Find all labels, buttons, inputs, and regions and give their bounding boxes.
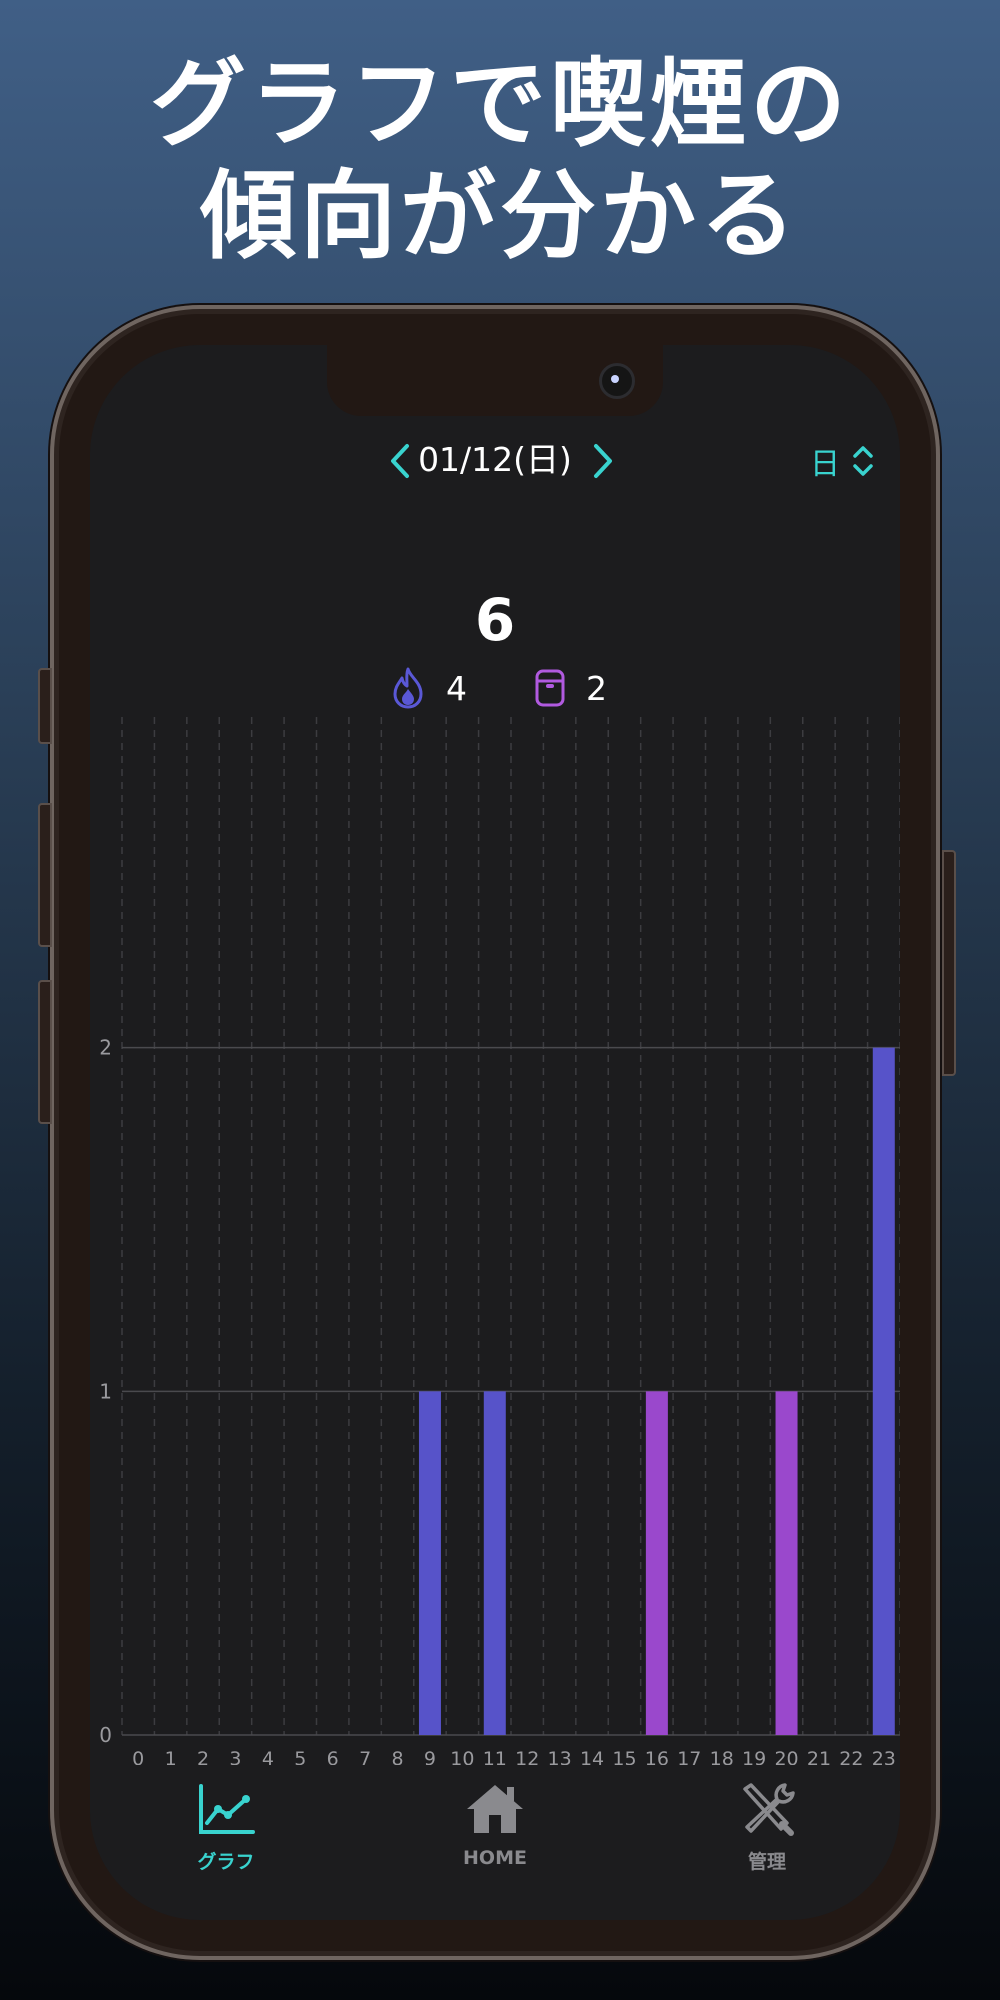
x-tick-label: 6 (327, 1748, 339, 1765)
tab-graph[interactable]: グラフ (146, 1775, 306, 1895)
bar-hour-11-series-0 (483, 1391, 506, 1735)
bar-hour-9-series-0 (418, 1391, 441, 1735)
tab-manage[interactable]: 管理 (687, 1775, 847, 1895)
y-tick-label: 3 (99, 715, 112, 716)
x-tick-label: 9 (424, 1748, 436, 1765)
x-tick-label: 17 (677, 1748, 701, 1765)
y-tick-label: 1 (99, 1379, 112, 1403)
chevron-right-icon (594, 444, 612, 478)
tab-home-label: HOME (463, 1847, 527, 1869)
bar-hour-23-series-0 (872, 1047, 895, 1735)
prev-date-button[interactable] (380, 437, 420, 485)
x-tick-label: 3 (229, 1748, 241, 1765)
x-tick-label: 0 (132, 1748, 144, 1765)
y-tick-label: 2 (99, 1036, 112, 1060)
y-tick-label: 0 (99, 1723, 112, 1747)
x-tick-label: 22 (839, 1748, 863, 1765)
flame-icon (393, 667, 423, 709)
x-tick-label: 14 (580, 1748, 604, 1765)
phone-volume-up-button (38, 803, 52, 947)
phone-side-button (38, 668, 52, 744)
x-tick-label: 8 (391, 1748, 403, 1765)
line-chart-icon (199, 1784, 255, 1834)
x-tick-label: 16 (645, 1748, 669, 1765)
phone-volume-down-button (38, 980, 52, 1124)
total-count: 6 (474, 586, 516, 654)
headline: グラフで喫煙の 傾向が分かる (0, 48, 1000, 272)
tab-manage-label: 管理 (747, 1851, 786, 1873)
x-tick-label: 20 (774, 1748, 798, 1765)
chevron-up-down-icon (853, 446, 873, 476)
chevron-left-icon (391, 444, 409, 478)
x-tick-label: 10 (450, 1748, 474, 1765)
x-tick-label: 2 (197, 1748, 209, 1765)
date-label: 01/12(日) (418, 440, 572, 479)
headline-line-2: 傾向が分かる (200, 160, 800, 272)
house-icon (467, 1785, 523, 1833)
bar-hour-16-series-1 (645, 1391, 668, 1735)
cigarette-count-group: 4 (390, 660, 467, 716)
x-tick-label: 4 (262, 1748, 274, 1765)
notch (327, 345, 663, 416)
x-tick-label: 21 (807, 1748, 831, 1765)
x-tick-label: 7 (359, 1748, 371, 1765)
headline-line-1: グラフで喫煙の (150, 48, 850, 160)
x-tick-label: 1 (165, 1748, 177, 1765)
x-tick-label: 23 (872, 1748, 896, 1765)
cigarette-count: 4 (446, 668, 467, 708)
heated-device-icon (535, 669, 565, 707)
x-tick-label: 15 (612, 1748, 636, 1765)
x-tick-label: 19 (742, 1748, 766, 1765)
bar-hour-20-series-1 (775, 1391, 798, 1735)
tools-icon (743, 1783, 795, 1836)
hourly-bar-chart: 0123012345678910111213141516171819202122… (99, 715, 900, 1765)
camera-icon (599, 363, 635, 399)
phone-power-button (942, 850, 956, 1076)
x-tick-label: 5 (294, 1748, 306, 1765)
period-selector[interactable]: 日 (810, 439, 876, 483)
heated-count: 2 (586, 668, 607, 708)
x-tick-label: 12 (515, 1748, 539, 1765)
tab-home[interactable]: HOME (415, 1775, 575, 1895)
x-tick-label: 18 (710, 1748, 734, 1765)
x-tick-label: 13 (548, 1748, 572, 1765)
next-date-button[interactable] (583, 437, 623, 485)
tab-bar: グラフ HOME 管理 (90, 1775, 900, 1920)
x-tick-label: 11 (483, 1748, 507, 1765)
heated-count-group: 2 (534, 660, 607, 716)
period-label: 日 (810, 447, 840, 482)
app-screen: 01/12(日) 日 6 4 2 01230123456789101112131… (90, 345, 900, 1920)
tab-graph-label: グラフ (197, 1851, 255, 1873)
